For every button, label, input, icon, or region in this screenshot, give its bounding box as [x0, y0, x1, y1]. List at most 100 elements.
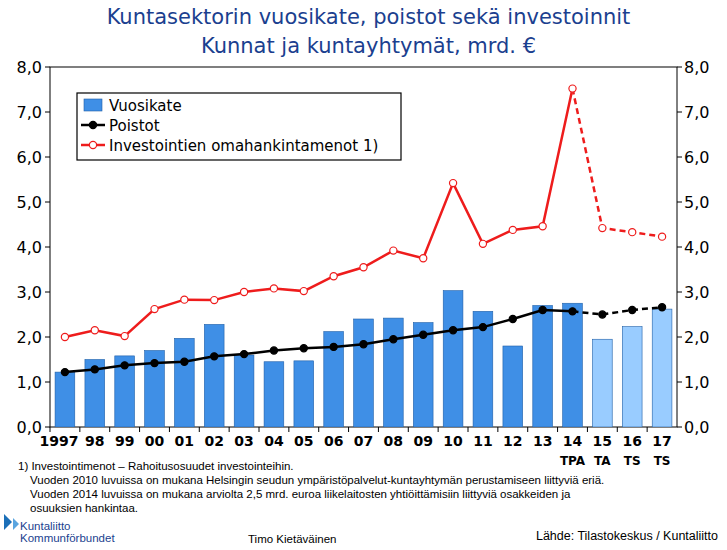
x-tick	[139, 427, 140, 432]
y2-tick	[677, 337, 682, 338]
bar	[294, 361, 314, 427]
y-tick	[45, 157, 50, 158]
y-tick	[45, 337, 50, 338]
footnote: Vuoden 2010 luvuissa on mukana Helsingin…	[30, 474, 604, 486]
marker	[629, 306, 636, 313]
y2-tick-label: 5,0	[684, 193, 709, 212]
x-tick-label: 17	[652, 433, 671, 449]
x-tick-label: 98	[85, 433, 104, 449]
marker	[300, 345, 307, 352]
marker	[330, 273, 337, 280]
x-tick-label: 11	[473, 433, 492, 449]
y-tick-label: 1,0	[17, 373, 42, 392]
y-tick-label: 2,0	[17, 328, 42, 347]
y-tick	[45, 202, 50, 203]
marker	[629, 229, 636, 236]
x-tick	[288, 427, 289, 432]
x-tick	[617, 427, 618, 432]
bar	[264, 362, 284, 427]
x-tick-label: 07	[354, 433, 373, 449]
bar	[413, 323, 433, 427]
y2-tick-label: 1,0	[684, 373, 709, 392]
bar	[652, 309, 672, 427]
marker	[240, 288, 247, 295]
logo-text: Kuntaliitto	[20, 520, 71, 532]
legend-marker	[89, 141, 96, 148]
x-tick-label: 02	[204, 433, 223, 449]
bar	[563, 303, 583, 427]
y-tick	[45, 112, 50, 113]
marker	[61, 333, 68, 340]
logo-mark	[4, 514, 12, 530]
marker	[479, 324, 486, 331]
marker	[330, 343, 337, 350]
marker	[658, 233, 665, 240]
marker	[91, 366, 98, 373]
y2-tick	[677, 157, 682, 158]
bar	[503, 346, 523, 427]
x-tick	[587, 427, 588, 432]
y2-tick	[677, 247, 682, 248]
x-tick	[497, 427, 498, 432]
legend-swatch	[84, 99, 102, 111]
plot-frame	[50, 67, 677, 427]
y2-tick	[677, 202, 682, 203]
x-tick-label: 1997	[39, 433, 78, 449]
marker	[121, 333, 128, 340]
x-sublabel: TPA	[560, 454, 586, 468]
marker	[181, 296, 188, 303]
y-tick	[45, 427, 50, 428]
source: Lähde: Tilastokeskus / Kuntaliitto	[536, 529, 718, 543]
x-tick	[647, 427, 648, 432]
marker	[569, 308, 576, 315]
y-tick-label: 7,0	[17, 103, 42, 122]
y-tick	[45, 292, 50, 293]
x-sublabel: TA	[594, 454, 611, 468]
y-tick-label: 8,0	[17, 58, 42, 77]
y2-tick	[677, 292, 682, 293]
x-tick-label: 14	[563, 433, 583, 449]
y2-tick	[677, 382, 682, 383]
bar	[175, 338, 195, 427]
x-tick-label: 09	[413, 433, 432, 449]
marker	[479, 240, 486, 247]
marker	[360, 341, 367, 348]
y2-tick-label: 2,0	[684, 328, 709, 347]
x-tick-label: 15	[593, 433, 612, 449]
chart: Kuntasektorin vuosikate, poistot sekä in…	[0, 0, 727, 550]
bar	[593, 339, 613, 427]
x-tick-label: 01	[175, 433, 194, 449]
marker	[539, 223, 546, 230]
marker	[509, 226, 516, 233]
y2-tick	[677, 67, 682, 68]
marker	[360, 264, 367, 271]
legend-marker	[89, 121, 96, 128]
marker	[91, 327, 98, 334]
bar	[443, 291, 463, 427]
x-tick	[169, 427, 170, 432]
x-tick-label: 04	[264, 433, 284, 449]
y2-tick-label: 8,0	[684, 58, 709, 77]
marker	[211, 353, 218, 360]
legend-label: Investointien omahankintamenot 1)	[109, 137, 378, 155]
marker	[211, 297, 218, 304]
author: Timo Kietäväinen	[248, 533, 336, 545]
x-sublabel: TS	[624, 454, 641, 468]
bar	[622, 327, 642, 427]
logo-text: Kommunförbundet	[20, 532, 115, 544]
x-tick	[318, 427, 319, 432]
bar	[204, 324, 224, 427]
x-tick-label: 03	[234, 433, 253, 449]
x-tick	[109, 427, 110, 432]
x-tick	[50, 427, 51, 432]
y-tick-label: 4,0	[17, 238, 42, 257]
x-tick	[79, 427, 80, 432]
marker	[420, 331, 427, 338]
marker	[61, 369, 68, 376]
y-tick-label: 5,0	[17, 193, 42, 212]
x-tick-label: 08	[384, 433, 403, 449]
marker	[270, 347, 277, 354]
x-tick	[468, 427, 469, 432]
y2-tick-label: 3,0	[684, 283, 709, 302]
line	[65, 310, 573, 372]
